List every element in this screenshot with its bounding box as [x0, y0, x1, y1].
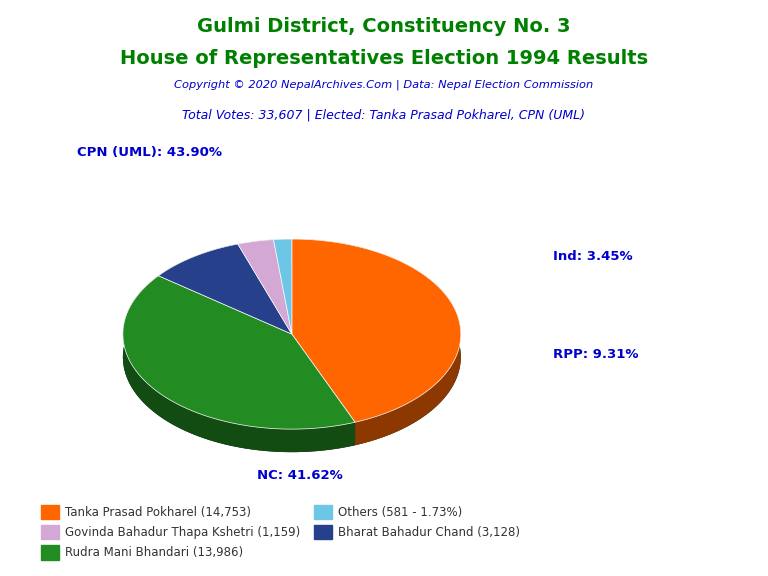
- Polygon shape: [292, 239, 461, 445]
- Polygon shape: [158, 244, 238, 299]
- Polygon shape: [292, 239, 461, 422]
- Polygon shape: [238, 240, 273, 267]
- Text: CPN (UML): 43.90%: CPN (UML): 43.90%: [78, 146, 222, 159]
- Polygon shape: [123, 276, 355, 429]
- Text: House of Representatives Election 1994 Results: House of Representatives Election 1994 R…: [120, 49, 648, 68]
- Text: NC: 41.62%: NC: 41.62%: [257, 469, 343, 482]
- Polygon shape: [273, 239, 292, 263]
- Polygon shape: [238, 240, 292, 334]
- Text: Ind: 3.45%: Ind: 3.45%: [553, 250, 633, 263]
- Text: Total Votes: 33,607 | Elected: Tanka Prasad Pokharel, CPN (UML): Total Votes: 33,607 | Elected: Tanka Pra…: [183, 108, 585, 122]
- Legend: Tanka Prasad Pokharel (14,753), Govinda Bahadur Thapa Kshetri (1,159), Rudra Man: Tanka Prasad Pokharel (14,753), Govinda …: [37, 500, 525, 564]
- Text: RPP: 9.31%: RPP: 9.31%: [553, 348, 638, 361]
- Text: Gulmi District, Constituency No. 3: Gulmi District, Constituency No. 3: [197, 17, 571, 36]
- Polygon shape: [273, 239, 292, 334]
- Polygon shape: [123, 262, 461, 452]
- Text: Copyright © 2020 NepalArchives.Com | Data: Nepal Election Commission: Copyright © 2020 NepalArchives.Com | Dat…: [174, 79, 594, 90]
- Polygon shape: [158, 244, 292, 334]
- Polygon shape: [123, 276, 355, 452]
